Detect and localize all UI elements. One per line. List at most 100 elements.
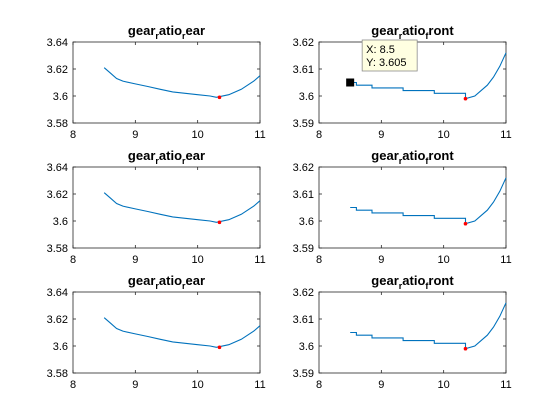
y-tick-label: 3.61 xyxy=(293,64,314,76)
y-tick-label: 3.59 xyxy=(293,368,314,380)
y-tick-label: 3.6 xyxy=(299,216,314,228)
title-part: r xyxy=(182,31,186,41)
title-part: f xyxy=(425,156,429,166)
x-tick-label: 9 xyxy=(132,129,138,141)
axes-box xyxy=(72,291,261,374)
x-tick-label: 10 xyxy=(192,129,204,141)
axes-box xyxy=(72,166,261,249)
title-part: r xyxy=(155,156,159,166)
minimum-point-marker xyxy=(463,221,468,226)
subplot-title: gearratiorear xyxy=(128,23,205,41)
y-tick-label: 3.6 xyxy=(299,341,314,353)
series-line xyxy=(350,302,507,350)
y-tick-label: 3.62 xyxy=(293,287,314,299)
y-tick-label: 3.62 xyxy=(47,314,68,326)
title-part: r xyxy=(182,156,186,166)
x-tick-label: 10 xyxy=(192,254,204,266)
axes-box xyxy=(72,41,261,124)
minimum-point-marker xyxy=(463,346,468,351)
y-tick-label: 3.64 xyxy=(47,162,68,174)
title-part: gear xyxy=(128,148,155,163)
y-tick-label: 3.6 xyxy=(53,341,68,353)
title-part: gear xyxy=(128,23,155,38)
series-line xyxy=(103,67,261,98)
series-line xyxy=(350,52,507,100)
x-tick-label: 9 xyxy=(132,254,138,266)
y-tick-label: 3.62 xyxy=(293,162,314,174)
title-part: gear xyxy=(371,148,398,163)
y-tick-label: 3.61 xyxy=(293,314,314,326)
series-line xyxy=(350,177,507,225)
title-part: atio xyxy=(159,273,182,288)
y-tick-label: 3.59 xyxy=(293,118,314,130)
x-tick-label: 10 xyxy=(192,379,204,391)
title-part: ear xyxy=(186,23,206,38)
title-part: r xyxy=(399,281,403,291)
subplot-2: gearratiofront 8 9 10 11 3.59 3.6 3.61 3.62 X: 8.… xyxy=(293,23,512,141)
minimum-point-marker xyxy=(217,345,222,350)
subplot-title: gearratiorear xyxy=(128,148,205,166)
x-tick-label: 8 xyxy=(70,129,76,141)
title-part: atio xyxy=(159,23,182,38)
axes-box xyxy=(318,166,507,249)
title-part: atio xyxy=(402,23,425,38)
title-part: ear xyxy=(186,148,206,163)
x-tick-label: 11 xyxy=(500,129,511,141)
subplot-4: gearratiofront 8 9 10 11 3.59 3.6 3.61 3.62 xyxy=(293,148,512,266)
datatip-marker[interactable] xyxy=(346,78,355,87)
x-tick-label: 8 xyxy=(316,379,322,391)
subplot-title: gearratiofront xyxy=(371,273,454,291)
title-part: f xyxy=(425,31,429,41)
y-tick-label: 3.64 xyxy=(47,287,68,299)
x-tick-label: 8 xyxy=(316,129,322,141)
title-part: gear xyxy=(128,273,155,288)
title-part: r xyxy=(155,31,159,41)
title-part: gear xyxy=(371,23,398,38)
subplot-6: gearratiofront 8 9 10 11 3.59 3.6 3.61 3.62 xyxy=(293,273,512,391)
x-tick-label: 9 xyxy=(132,379,138,391)
y-tick-label: 3.58 xyxy=(47,368,68,380)
title-part: atio xyxy=(402,273,425,288)
x-tick-label: 11 xyxy=(254,379,265,391)
title-part: f xyxy=(425,281,429,291)
subplot-title: gearratiorear xyxy=(128,273,205,291)
x-tick-label: 10 xyxy=(438,254,450,266)
title-part: r xyxy=(399,156,403,166)
x-tick-label: 9 xyxy=(378,379,384,391)
y-tick-label: 3.64 xyxy=(47,37,68,49)
y-tick-label: 3.62 xyxy=(293,37,314,49)
y-tick-label: 3.58 xyxy=(47,118,68,130)
datatip-y-label: Y: 3.605 xyxy=(366,57,406,69)
x-tick-label: 10 xyxy=(438,129,450,141)
series-line xyxy=(103,192,261,223)
datatip-box xyxy=(361,39,418,72)
y-tick-label: 3.6 xyxy=(53,91,68,103)
subplot-title: gearratiofront xyxy=(371,23,454,41)
y-tick-label: 3.6 xyxy=(299,91,314,103)
title-part: ront xyxy=(428,273,454,288)
title-part: atio xyxy=(402,148,425,163)
subplot-title: gearratiofront xyxy=(371,148,454,166)
title-part: r xyxy=(399,31,403,41)
x-tick-label: 9 xyxy=(378,129,384,141)
minimum-point-marker xyxy=(217,220,222,225)
y-tick-label: 3.58 xyxy=(47,243,68,255)
x-tick-label: 8 xyxy=(70,254,76,266)
title-part: ear xyxy=(186,273,206,288)
x-tick-label: 11 xyxy=(254,129,265,141)
title-part: ront xyxy=(428,148,454,163)
axes-box xyxy=(318,291,507,374)
y-tick-label: 3.59 xyxy=(293,243,314,255)
x-tick-label: 8 xyxy=(70,379,76,391)
title-part: r xyxy=(155,281,159,291)
y-tick-label: 3.61 xyxy=(293,189,314,201)
x-tick-label: 11 xyxy=(254,254,265,266)
x-tick-label: 10 xyxy=(438,379,450,391)
title-part: atio xyxy=(159,148,182,163)
minimum-point-marker xyxy=(463,96,468,101)
y-tick-label: 3.62 xyxy=(47,64,68,76)
y-tick-label: 3.62 xyxy=(47,189,68,201)
series-line xyxy=(103,317,261,348)
